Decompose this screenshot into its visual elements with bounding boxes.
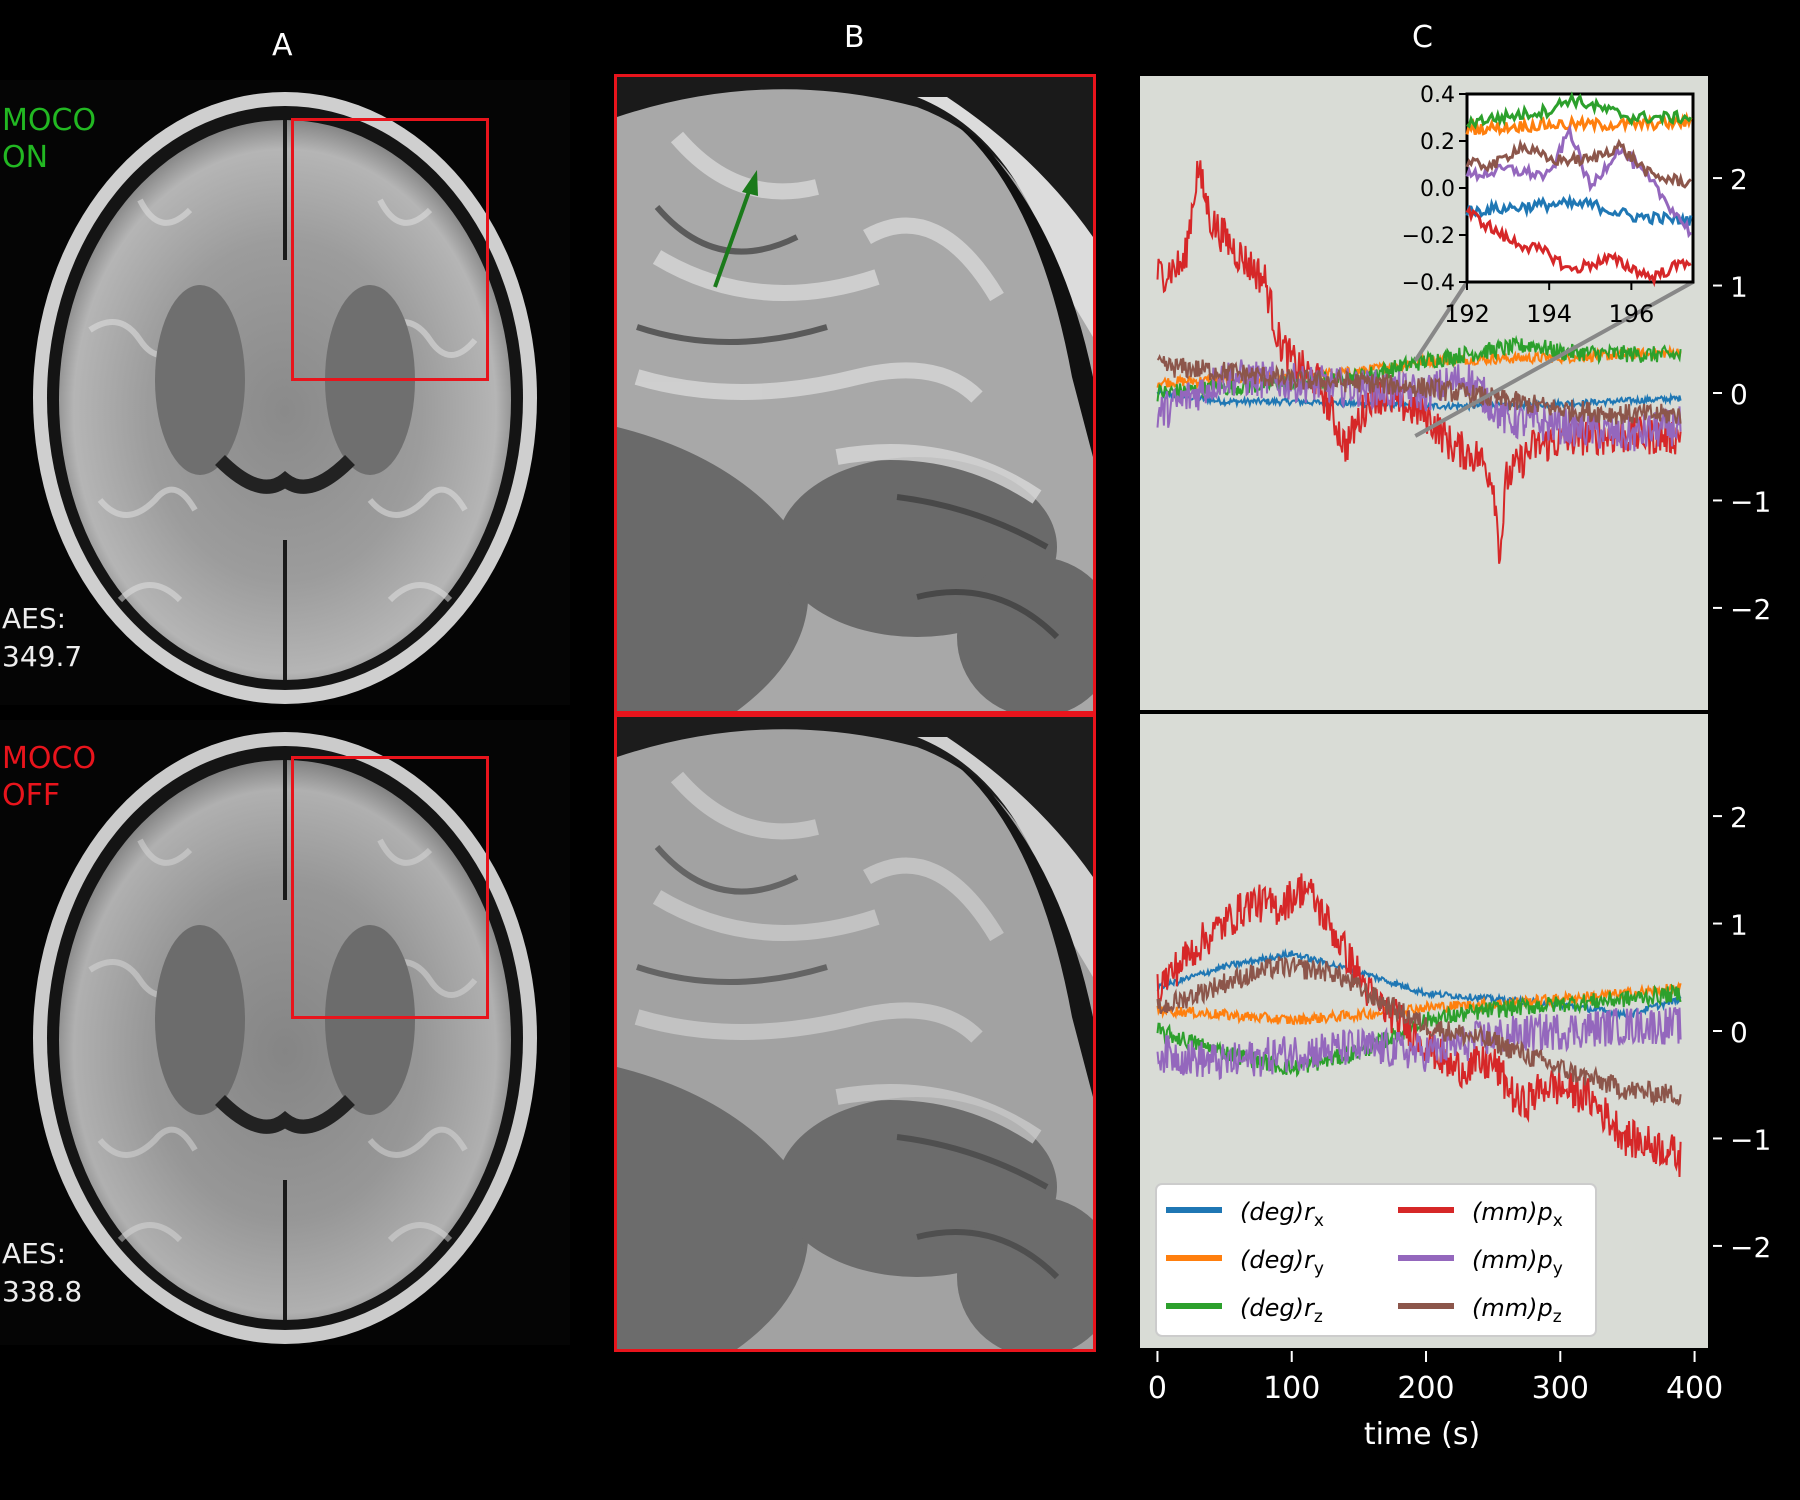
series-line-bottom-pz — [1156, 956, 1682, 1107]
x-axis-label: time (s) — [1364, 1417, 1480, 1452]
xtick-label-2: 200 — [1397, 1371, 1454, 1406]
legend-label-ry: (deg)ry — [1240, 1246, 1324, 1279]
ytick-label-top-3: −1 — [1730, 485, 1771, 518]
xtick-label-0: 0 — [1148, 1371, 1167, 1406]
moco-on-label: MOCO ON — [2, 103, 97, 175]
inset-ytick-label-0: 0.4 — [1420, 83, 1455, 108]
inset-series-ry — [1465, 111, 1693, 137]
inset-connector-right — [1414, 280, 1694, 438]
ytick-label-bottom-1: 1 — [1730, 909, 1748, 942]
legend-label-py: (mm)py — [1472, 1246, 1563, 1279]
inset-series-pz — [1465, 138, 1692, 189]
legend-label-rz: (deg)rz — [1240, 1294, 1323, 1327]
inset-connector-left — [1413, 280, 1469, 362]
series-line-top-pz — [1156, 354, 1682, 425]
legend-box — [1155, 1183, 1597, 1337]
xtick-label-1: 100 — [1263, 1371, 1320, 1406]
xtick-label-4: 400 — [1666, 1371, 1723, 1406]
moco-off-label: MOCO OFF — [2, 741, 97, 813]
inset-series-py — [1465, 123, 1693, 239]
panel-label-a: A — [272, 28, 293, 63]
series-line-bottom-py — [1156, 1006, 1682, 1081]
series-line-bottom-rz — [1156, 983, 1682, 1078]
ytick-label-top-2: 0 — [1730, 378, 1748, 411]
inset-ytick-label-2: 0.0 — [1420, 177, 1455, 202]
inset-xtick-label-2: 196 — [1608, 300, 1654, 328]
series-line-bottom-rx — [1156, 948, 1682, 1021]
inset-series-rz — [1466, 91, 1693, 130]
roi-box-bottom — [291, 756, 489, 1019]
panel-label-c: C — [1412, 20, 1433, 55]
ytick-label-bottom-4: −2 — [1730, 1231, 1771, 1264]
aes-score-bottom: AES: 338.8 — [2, 1237, 83, 1308]
inset-ytick-label-1: 0.2 — [1420, 130, 1455, 155]
ytick-label-top-4: −2 — [1730, 593, 1771, 626]
ytick-label-top-1: 1 — [1730, 271, 1748, 304]
roi-box-top — [291, 118, 489, 381]
inset-xtick-label-1: 194 — [1526, 300, 1572, 328]
zoom-view-moco-off — [614, 714, 1096, 1352]
mri-axial-moco-off — [0, 720, 570, 1345]
inset-xtick-label-0: 192 — [1444, 300, 1490, 328]
inset-ytick-label-3: −0.2 — [1402, 224, 1455, 249]
ytick-label-bottom-0: 2 — [1730, 801, 1748, 834]
legend-label-px: (mm)px — [1472, 1198, 1563, 1231]
ytick-label-top-0: 2 — [1730, 163, 1748, 196]
inset-series-px — [1465, 205, 1692, 288]
ytick-label-bottom-2: 0 — [1730, 1016, 1748, 1049]
inset-series-rx — [1465, 193, 1693, 227]
inset-ytick-label-4: −0.4 — [1402, 271, 1455, 296]
xtick-label-3: 300 — [1532, 1371, 1589, 1406]
legend-label-pz: (mm)pz — [1472, 1294, 1562, 1327]
aes-score-top: AES: 349.7 — [2, 602, 83, 673]
zoom-view-moco-on — [614, 74, 1096, 714]
ytick-label-bottom-3: −1 — [1730, 1123, 1771, 1156]
panel-label-b: B — [844, 20, 865, 55]
legend-label-rx: (deg)rx — [1240, 1198, 1324, 1231]
